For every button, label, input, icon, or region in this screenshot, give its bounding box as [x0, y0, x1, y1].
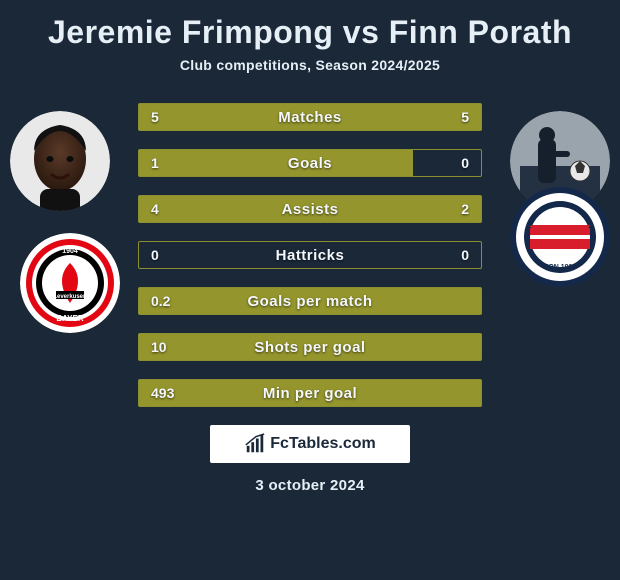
stat-row: 10Shots per goal: [138, 333, 482, 361]
stat-row: 00Hattricks: [138, 241, 482, 269]
svg-text:1904: 1904: [62, 248, 78, 255]
stat-label: Goals per match: [139, 288, 481, 314]
subtitle: Club competitions, Season 2024/2025: [0, 57, 620, 73]
stat-row: 10Goals: [138, 149, 482, 177]
stat-row: 42Assists: [138, 195, 482, 223]
page-title: Jeremie Frimpong vs Finn Porath: [0, 0, 620, 57]
stat-label: Assists: [139, 196, 481, 222]
svg-text:VON 1900: VON 1900: [544, 264, 577, 271]
svg-text:BAYER: BAYER: [56, 314, 83, 323]
brand-badge: FcTables.com: [210, 425, 410, 463]
club-left-crest: Leverkusen 1904 BAYER: [20, 233, 120, 333]
club-right-crest: KIELER S.V. HOLSTEIN VON 1900: [510, 187, 610, 287]
stat-row: 0.2Goals per match: [138, 287, 482, 315]
svg-text:Leverkusen: Leverkusen: [53, 294, 87, 300]
stat-bars: 55Matches 10Goals 42Assists 00Hattricks 0.2G…: [138, 103, 482, 407]
brand-text: FcTables.com: [270, 435, 376, 453]
stat-row: 55Matches: [138, 103, 482, 131]
stat-row: 493Min per goal: [138, 379, 482, 407]
comparison-stage: Leverkusen 1904 BAYER KIELER S.V. HOLSTE…: [0, 103, 620, 407]
brand-chart-icon: [244, 433, 266, 455]
stat-label: Hattricks: [139, 242, 481, 268]
stat-label: Goals: [139, 150, 481, 176]
stat-label: Shots per goal: [139, 334, 481, 360]
stat-label: Matches: [139, 104, 481, 130]
stat-label: Min per goal: [139, 380, 481, 406]
player-left-avatar: [10, 111, 110, 211]
date-text: 3 october 2024: [0, 477, 620, 494]
